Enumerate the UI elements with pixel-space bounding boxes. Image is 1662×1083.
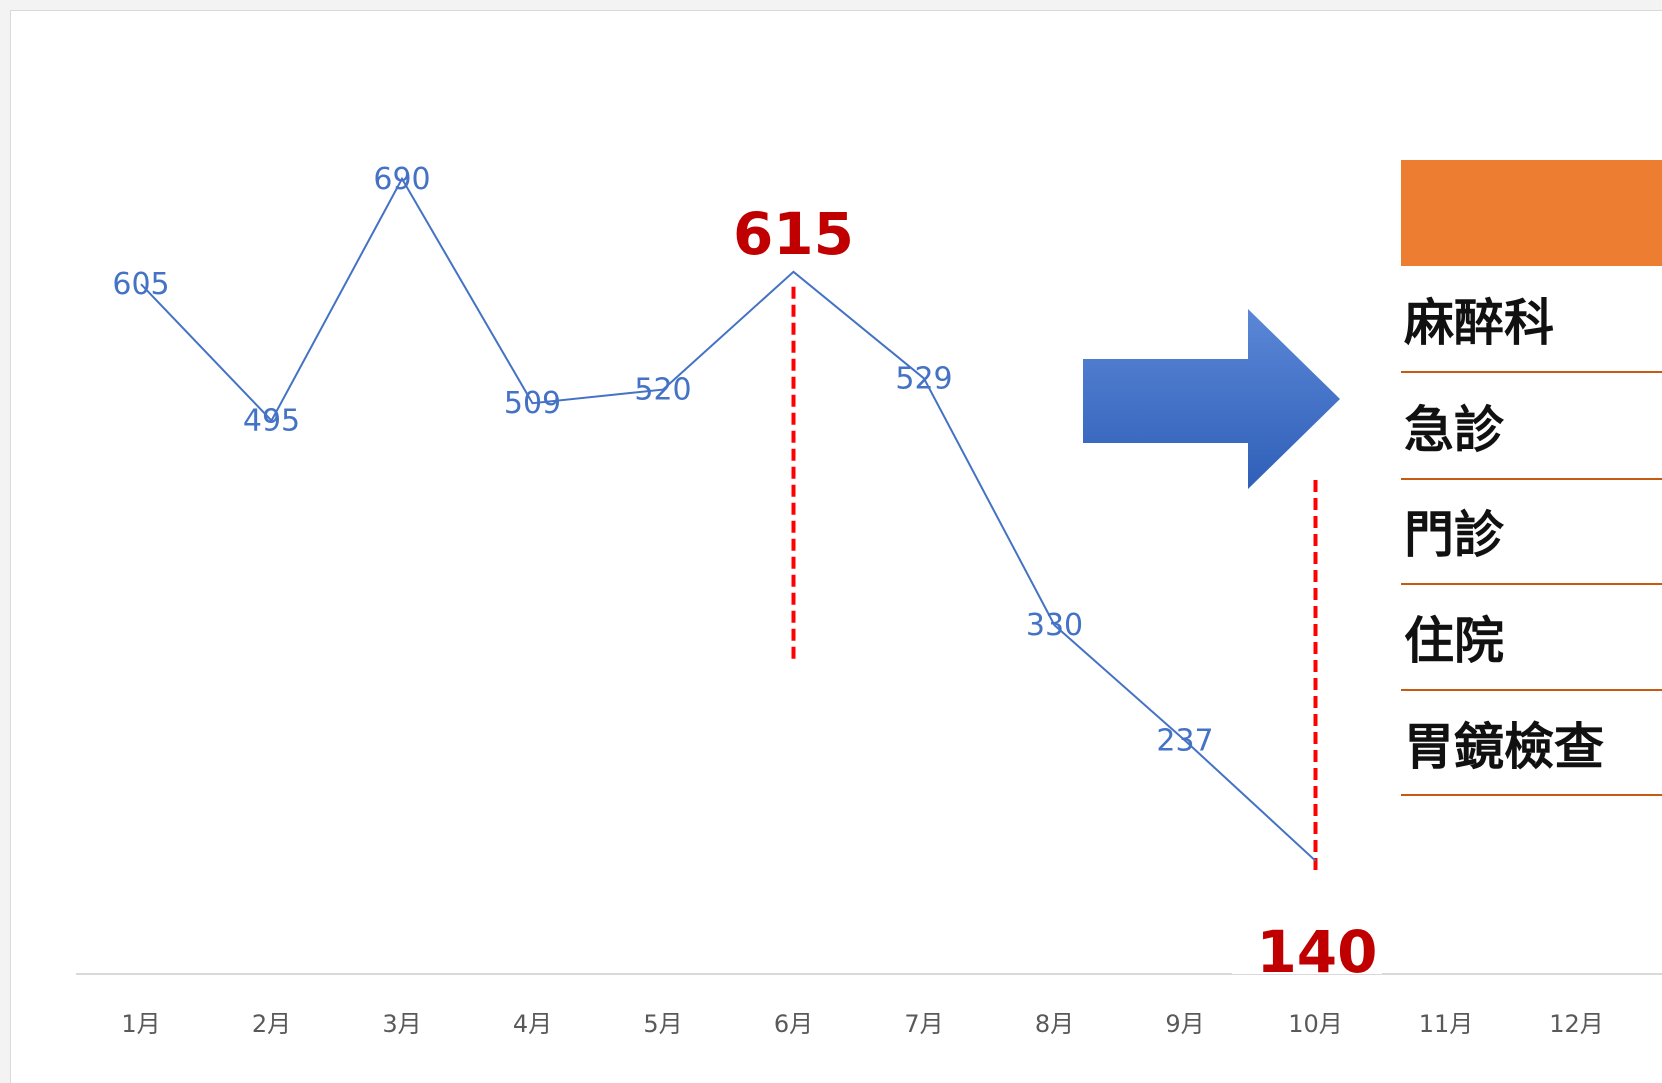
- label-background: [1232, 918, 1382, 974]
- x-tick-label: 11月: [1419, 1010, 1474, 1038]
- slide-frame: [10, 10, 1662, 1083]
- category-table: 麻醉科 急診 門診 住院 胃鏡檢查: [1401, 160, 1662, 796]
- table-header: [1401, 160, 1662, 266]
- x-tick-label: 9月: [1165, 1010, 1204, 1038]
- x-tick-label: 3月: [382, 1010, 421, 1038]
- callout-label-oct: 140: [1256, 918, 1377, 986]
- data-label: 237: [1156, 724, 1213, 759]
- x-tick-label: 5月: [643, 1010, 682, 1038]
- data-label: 690: [373, 162, 430, 197]
- data-label: 529: [895, 361, 952, 396]
- table-row-label: 住院: [1404, 612, 1504, 670]
- data-label: 520: [634, 373, 691, 408]
- data-label: 495: [243, 404, 300, 439]
- data-label: 605: [112, 267, 169, 302]
- table-row-label: 麻醉科: [1404, 294, 1554, 352]
- x-tick-label: 1月: [121, 1010, 160, 1038]
- x-tick-label: 2月: [252, 1010, 291, 1038]
- data-label: 509: [504, 386, 561, 421]
- x-tick-label: 12月: [1549, 1010, 1604, 1038]
- x-tick-label: 6月: [774, 1010, 813, 1038]
- table-row-label: 門診: [1404, 506, 1505, 564]
- table-row-label: 急診: [1404, 401, 1505, 459]
- data-label: 330: [1026, 608, 1083, 643]
- x-tick-label: 7月: [904, 1010, 943, 1038]
- table-row-label: 胃鏡檢查: [1404, 718, 1604, 776]
- x-tick-label: 10月: [1288, 1010, 1343, 1038]
- callout-label-jun: 615: [733, 200, 854, 268]
- right-arrow-icon: [1083, 309, 1340, 489]
- series-line: [140, 176, 1317, 862]
- x-tick-label: 4月: [513, 1010, 552, 1038]
- x-tick-label: 8月: [1035, 1010, 1074, 1038]
